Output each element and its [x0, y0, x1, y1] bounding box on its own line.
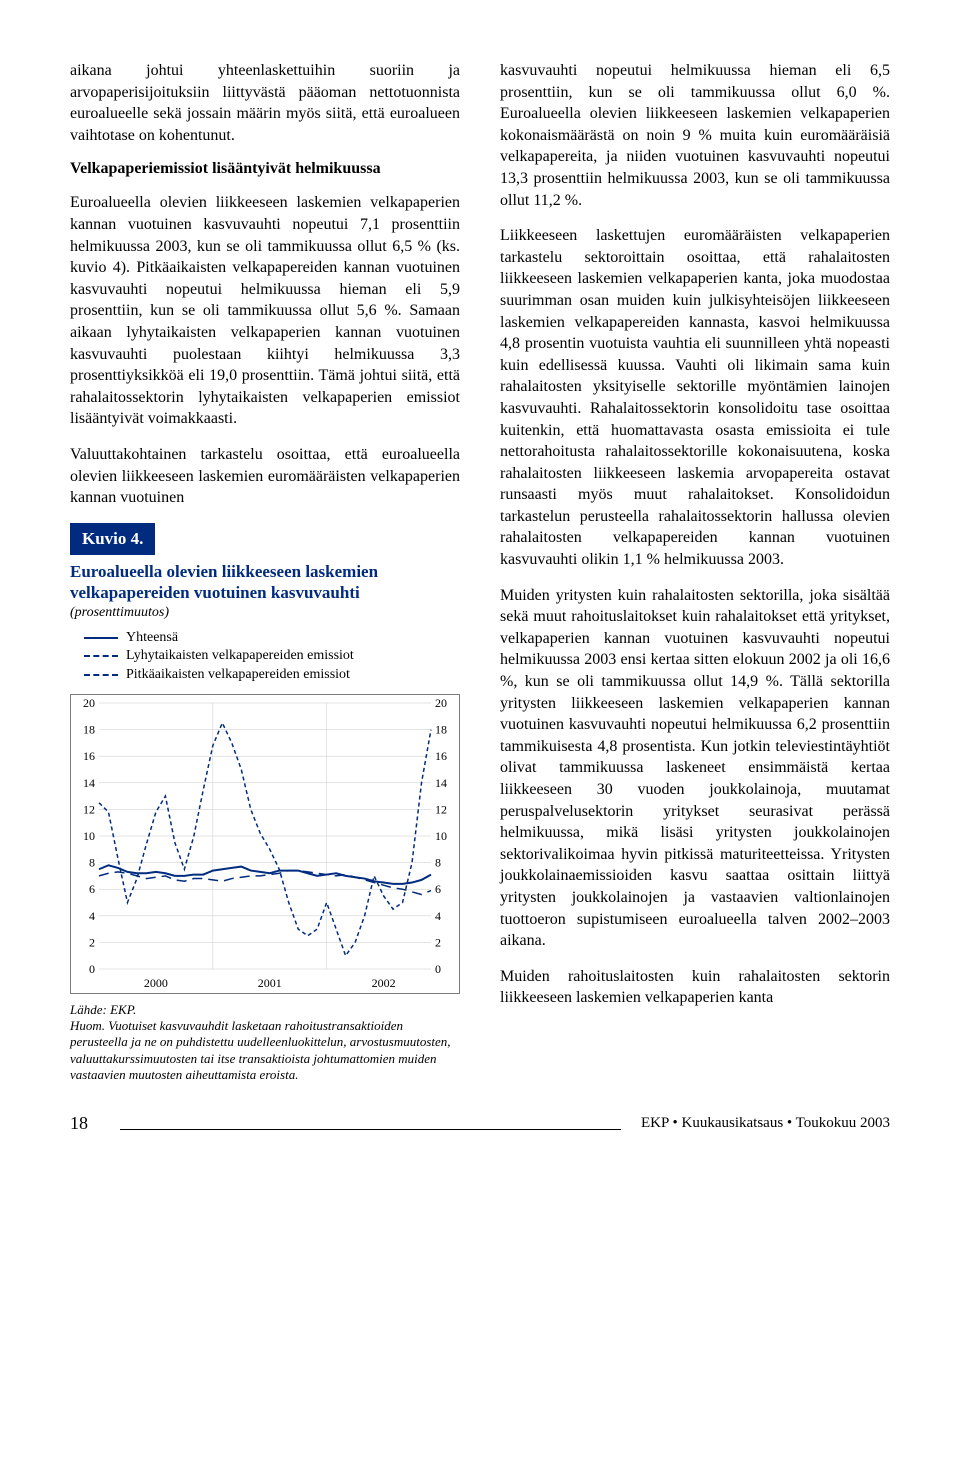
left-column: aikana johtui yhteenlaskettuihin suoriin… [70, 60, 460, 1083]
chart-note: Huom. Vuotuiset kasvuvauhdit lasketaan r… [70, 1018, 451, 1082]
chart-title-bar: Kuvio 4. [70, 523, 155, 555]
chart-sub2: (prosenttimuutos) [70, 605, 460, 621]
svg-text:2001: 2001 [258, 976, 282, 990]
svg-text:16: 16 [83, 749, 95, 763]
svg-text:8: 8 [89, 855, 95, 869]
svg-text:18: 18 [435, 722, 447, 736]
svg-text:2002: 2002 [372, 976, 396, 990]
legend-label-long: Pitkäaikaisten velkapapereiden emissiot [126, 666, 350, 684]
right-para-1: kasvuvauhti nopeutui helmikuussa hieman … [500, 60, 890, 211]
right-para-3: Muiden yritysten kuin rahalaitosten sekt… [500, 585, 890, 952]
chart-subtitle: Euroalueella olevien liikkeeseen laskemi… [70, 561, 460, 604]
svg-text:6: 6 [435, 882, 441, 896]
svg-text:2: 2 [89, 935, 95, 949]
svg-text:4: 4 [89, 909, 95, 923]
svg-text:10: 10 [435, 829, 447, 843]
chart-container: Kuvio 4. Euroalueella olevien liikkeesee… [70, 523, 460, 1083]
right-para-4: Muiden rahoituslaitosten kuin rahalaitos… [500, 966, 890, 1009]
svg-text:0: 0 [89, 962, 95, 976]
legend-item-long: Pitkäaikaisten velkapapereiden emissiot [84, 666, 460, 684]
right-para-2: Liikkeeseen laskettujen euromääräisten v… [500, 225, 890, 571]
svg-text:20: 20 [83, 696, 95, 710]
legend-item-total: Yhteensä [84, 629, 460, 647]
right-column: kasvuvauhti nopeutui helmikuussa hieman … [500, 60, 890, 1083]
footer-rule [120, 1129, 621, 1130]
left-para-1: aikana johtui yhteenlaskettuihin suoriin… [70, 60, 460, 146]
svg-text:6: 6 [89, 882, 95, 896]
svg-text:20: 20 [435, 696, 447, 710]
svg-text:2000: 2000 [144, 976, 168, 990]
svg-text:2: 2 [435, 935, 441, 949]
svg-text:16: 16 [435, 749, 447, 763]
section-heading: Velkapaperiemissiot lisääntyivät helmiku… [70, 160, 460, 178]
left-para-2: Euroalueella olevien liikkeeseen laskemi… [70, 192, 460, 430]
svg-text:14: 14 [83, 776, 95, 790]
legend-swatch-icon [84, 637, 118, 639]
svg-text:0: 0 [435, 962, 441, 976]
legend-label-short: Lyhytaikaisten velkapapereiden emissiot [126, 647, 354, 665]
svg-text:12: 12 [83, 802, 95, 816]
left-para-3: Valuuttakohtainen tarkastelu osoittaa, e… [70, 444, 460, 509]
page-number: 18 [70, 1113, 100, 1134]
chart-plot: 0 0 2 2 4 4 6 6 8 8 10 10 12 12 14 14 16 16 18 18 20 20 2000 20… [70, 694, 460, 994]
legend-swatch-icon [84, 674, 118, 676]
svg-text:14: 14 [435, 776, 447, 790]
svg-text:10: 10 [83, 829, 95, 843]
columns-wrapper: aikana johtui yhteenlaskettuihin suoriin… [70, 60, 890, 1083]
legend-item-short: Lyhytaikaisten velkapapereiden emissiot [84, 647, 460, 665]
chart-source: Lähde: EKP. Huom. Vuotuiset kasvuvauhdit… [70, 1002, 460, 1083]
page-footer: 18 EKP • Kuukausikatsaus • Toukokuu 2003 [70, 1113, 890, 1134]
svg-text:12: 12 [435, 802, 447, 816]
chart-source-text: Lähde: EKP. [70, 1002, 136, 1017]
svg-text:18: 18 [83, 722, 95, 736]
svg-text:8: 8 [435, 855, 441, 869]
page-root: aikana johtui yhteenlaskettuihin suoriin… [0, 0, 960, 1174]
footer-text: EKP • Kuukausikatsaus • Toukokuu 2003 [641, 1115, 890, 1132]
legend-swatch-icon [84, 655, 118, 657]
legend-label-total: Yhteensä [126, 629, 178, 647]
chart-legend: Yhteensä Lyhytaikaisten velkapapereiden … [84, 629, 460, 684]
svg-text:4: 4 [435, 909, 441, 923]
